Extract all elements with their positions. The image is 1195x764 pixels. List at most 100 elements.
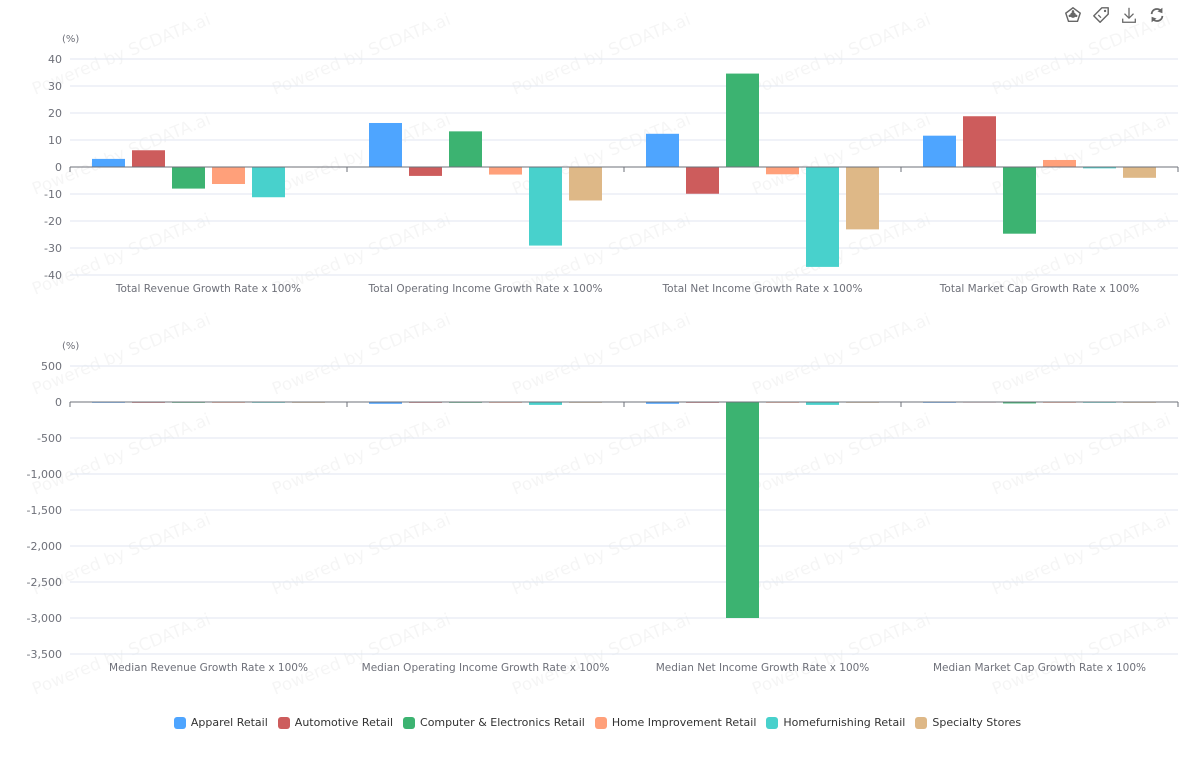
bar[interactable]: [449, 131, 482, 167]
bar[interactable]: [92, 158, 125, 167]
bar[interactable]: [646, 402, 679, 404]
bar[interactable]: [369, 402, 402, 404]
x-category-label: Median Net Income Growth Rate x 100%: [656, 662, 870, 674]
watermark-text: Powered by SCDATA.ai: [989, 310, 1173, 400]
y-tick-label: -500: [37, 432, 62, 445]
toolbox: [1063, 5, 1167, 25]
watermark-text: Powered by SCDATA.ai: [509, 610, 693, 700]
legend-swatch: [594, 716, 607, 729]
bar[interactable]: [1123, 167, 1156, 178]
watermark-text: Powered by SCDATA.ai: [269, 410, 453, 500]
legend-swatch: [173, 716, 186, 729]
bar[interactable]: [923, 135, 956, 167]
y-tick-label: -10: [44, 188, 62, 201]
bar[interactable]: [1083, 167, 1116, 169]
y-tick-label: 20: [48, 107, 62, 120]
bar[interactable]: [369, 122, 402, 167]
y-axis-unit-label: (%): [62, 34, 79, 45]
download-icon[interactable]: [1119, 5, 1139, 25]
legend-label: Automotive Retail: [294, 716, 394, 729]
bar[interactable]: [846, 167, 879, 230]
x-category-label: Median Revenue Growth Rate x 100%: [109, 662, 308, 674]
legend-swatch: [403, 716, 416, 729]
y-tick-label: 0: [55, 161, 62, 174]
y-tick-label: 0: [55, 396, 62, 409]
y-tick-label: -40: [44, 269, 62, 282]
watermark-text: Powered by SCDATA.ai: [29, 310, 213, 400]
legend-item[interactable]: Home Improvement Retail: [594, 716, 756, 729]
watermark-text: Powered by SCDATA.ai: [269, 310, 453, 400]
watermark-text: Powered by SCDATA.ai: [749, 410, 933, 500]
bar[interactable]: [806, 167, 839, 267]
bar[interactable]: [172, 167, 205, 189]
x-category-label: Total Net Income Growth Rate x 100%: [662, 283, 863, 295]
legend-item[interactable]: Automotive Retail: [277, 716, 394, 729]
watermark-text: Powered by SCDATA.ai: [989, 510, 1173, 600]
legend-label: Homefurnishing Retail: [783, 716, 906, 729]
bar[interactable]: [1003, 402, 1036, 404]
median-growth-chart: (%)500 0 -500 -1,000 -1,500 -2,000 -2,500 -3,00…: [27, 341, 1179, 674]
y-tick-label: -1,500: [27, 504, 62, 517]
watermark-text: Powered by SCDATA.ai: [269, 110, 453, 200]
y-tick-label: 40: [48, 53, 62, 66]
bar[interactable]: [726, 402, 759, 618]
y-tick-label: -20: [44, 215, 62, 228]
bar[interactable]: [132, 150, 165, 167]
bar[interactable]: [212, 167, 245, 185]
bar[interactable]: [1003, 167, 1036, 234]
bar[interactable]: [252, 167, 285, 198]
bar[interactable]: [726, 73, 759, 167]
legend-item[interactable]: Apparel Retail: [173, 716, 268, 729]
y-tick-label: -3,500: [27, 648, 62, 661]
watermark-text: Powered by SCDATA.ai: [749, 110, 933, 200]
watermark-text: Powered by SCDATA.ai: [749, 610, 933, 700]
y-tick-label: -2,500: [27, 576, 62, 589]
watermark-text: Powered by SCDATA.ai: [509, 310, 693, 400]
tag-icon[interactable]: [1091, 5, 1111, 25]
bar[interactable]: [489, 167, 522, 175]
chart-type-icon[interactable]: [1063, 5, 1083, 25]
legend-label: Specialty Stores: [932, 716, 1022, 729]
bar[interactable]: [529, 167, 562, 246]
watermark-text: Powered by SCDATA.ai: [29, 410, 213, 500]
y-tick-label: 30: [48, 80, 62, 93]
bar[interactable]: [646, 133, 679, 167]
refresh-icon[interactable]: [1147, 5, 1167, 25]
bar[interactable]: [686, 167, 719, 194]
watermark-text: Powered by SCDATA.ai: [269, 510, 453, 600]
watermark-text: Powered by SCDATA.ai: [749, 310, 933, 400]
legend-label: Computer & Electronics Retail: [420, 716, 585, 729]
y-tick-label: -2,000: [27, 540, 62, 553]
bar[interactable]: [806, 402, 839, 405]
bar[interactable]: [529, 402, 562, 405]
legend-swatch: [915, 716, 928, 729]
bar[interactable]: [1043, 159, 1076, 167]
legend-swatch: [766, 716, 779, 729]
legend: Apparel Retail Automotive Retail Computer …: [0, 716, 1195, 729]
legend-item[interactable]: Specialty Stores: [915, 716, 1021, 729]
legend-swatch: [277, 716, 290, 729]
x-category-label: Median Market Cap Growth Rate x 100%: [933, 662, 1146, 674]
x-category-label: Median Operating Income Growth Rate x 10…: [362, 662, 610, 674]
y-tick-label: 500: [41, 360, 62, 373]
legend-label: Apparel Retail: [190, 716, 268, 729]
y-tick-label: -1,000: [27, 468, 62, 481]
y-tick-label: -30: [44, 242, 62, 255]
bar[interactable]: [963, 116, 996, 167]
bar[interactable]: [569, 167, 602, 201]
y-tick-label: -3,000: [27, 612, 62, 625]
x-category-label: Total Market Cap Growth Rate x 100%: [939, 283, 1139, 295]
watermark-text: Powered by SCDATA.ai: [989, 610, 1173, 700]
x-category-label: Total Revenue Growth Rate x 100%: [115, 283, 301, 295]
legend-item[interactable]: Computer & Electronics Retail: [403, 716, 585, 729]
x-category-label: Total Operating Income Growth Rate x 100…: [368, 283, 603, 295]
y-tick-label: 10: [48, 134, 62, 147]
total-growth-chart: (%)40 30 20 10 0 -10 -20 -30 -40 Total Revenue Gr…: [44, 34, 1179, 295]
watermark-text: Powered by SCDATA.ai: [509, 510, 693, 600]
bar[interactable]: [766, 167, 799, 175]
watermark-text: Powered by SCDATA.ai: [749, 510, 933, 600]
legend-item[interactable]: Homefurnishing Retail: [766, 716, 905, 729]
watermark-text: Powered by SCDATA.ai: [989, 410, 1173, 500]
bar[interactable]: [409, 167, 442, 176]
